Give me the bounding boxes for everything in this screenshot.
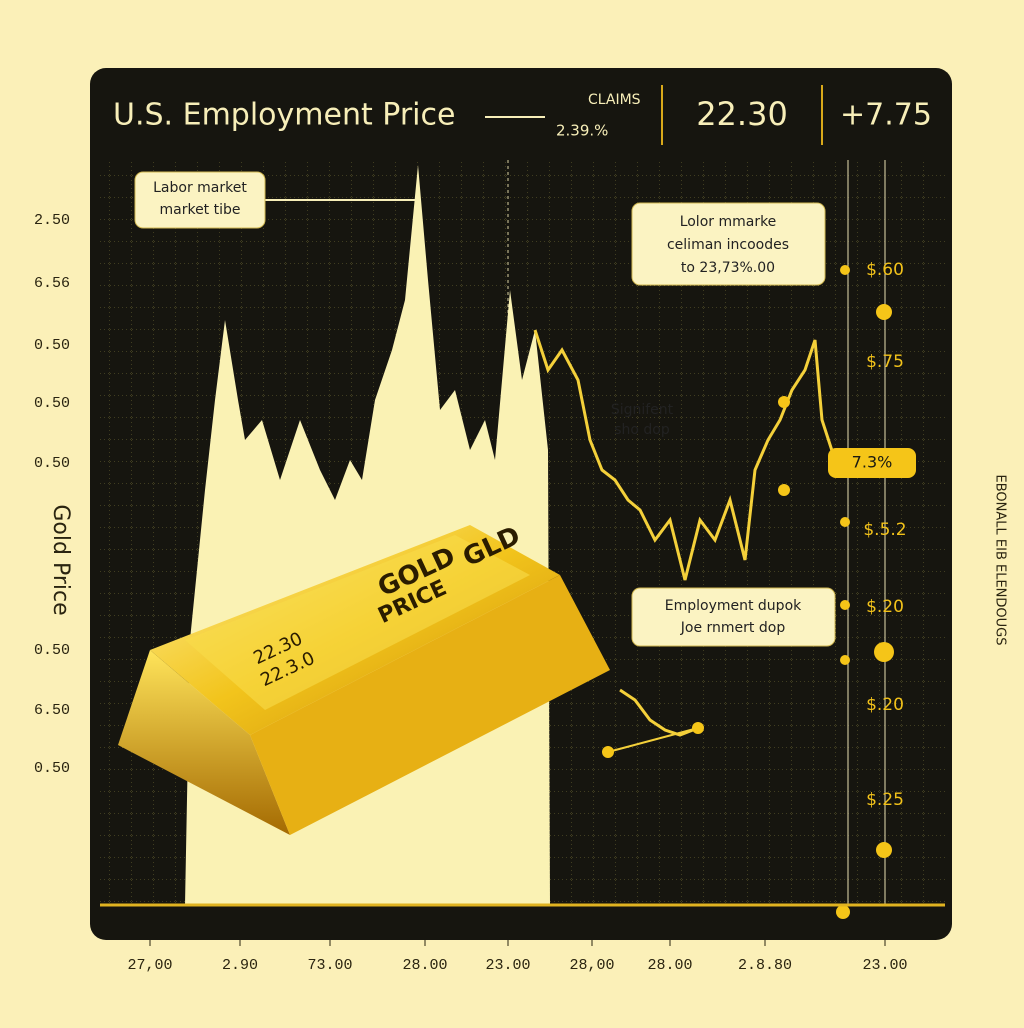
badge — [828, 448, 916, 478]
x-label: 2.8.80 — [738, 957, 792, 974]
annotation-box — [631, 587, 836, 647]
change: +7.75 — [840, 98, 932, 133]
claims-label: CLAIMS — [588, 92, 641, 108]
x-label: 23.00 — [862, 957, 907, 974]
annotation-text: market tibe — [159, 202, 240, 218]
x-label: 73.00 — [307, 957, 352, 974]
y-label: 0.50 — [34, 337, 70, 354]
y-label: 0.50 — [34, 395, 70, 412]
annotation-text: to 23,73%.00 — [681, 260, 775, 276]
annotation-box — [134, 171, 266, 229]
x-label: 2.90 — [222, 957, 258, 974]
claims-value: 2.39.% — [556, 122, 608, 140]
y-label: 6.50 — [34, 702, 70, 719]
y-axis-title: Gold Price — [48, 504, 73, 615]
annotation-box — [631, 202, 826, 286]
annotation-text: Labor market — [153, 180, 247, 196]
annotation-text: Joe rnmert dop — [680, 620, 786, 636]
price: 22.30 — [696, 95, 788, 133]
y-label: 0.50 — [34, 455, 70, 472]
badge-text: 7.3% — [852, 453, 893, 472]
line — [533, 329, 837, 581]
right-label: $.25 — [866, 790, 904, 810]
line — [619, 688, 699, 737]
gold-bar: GLD GOLD PRICE 22.30 22.3.0 — [118, 521, 610, 835]
x-label: 28.00 — [402, 957, 447, 974]
y-label: 6.56 — [34, 275, 70, 292]
right-title: EBONALL EIB ELENDOUGS — [993, 475, 1008, 646]
x-label: 28.00 — [647, 957, 692, 974]
annotation-text: Lolor mmarke — [680, 214, 777, 230]
y-label: 0.50 — [34, 642, 70, 659]
dots — [602, 265, 894, 919]
annotation-text: sho dop — [614, 422, 670, 438]
x-label: 28,00 — [569, 957, 614, 974]
annotation-text: Signifent — [611, 402, 674, 418]
right-label: $.5.2 — [863, 520, 906, 540]
annotation-text: Employment dupok — [665, 598, 802, 614]
title: U.S. Employment Price — [113, 98, 455, 133]
right-label: $.75 — [866, 352, 904, 372]
x-label: 23.00 — [485, 957, 530, 974]
right-label: $.60 — [866, 260, 904, 280]
connector — [607, 727, 699, 753]
y-label: 0.50 — [34, 760, 70, 777]
y-label: 2.50 — [34, 212, 70, 229]
x-label: 27,00 — [127, 957, 172, 974]
annotation-text: celiman incoodes — [667, 237, 789, 253]
right-label: $.20 — [866, 597, 904, 617]
right-label: $.20 — [866, 695, 904, 715]
